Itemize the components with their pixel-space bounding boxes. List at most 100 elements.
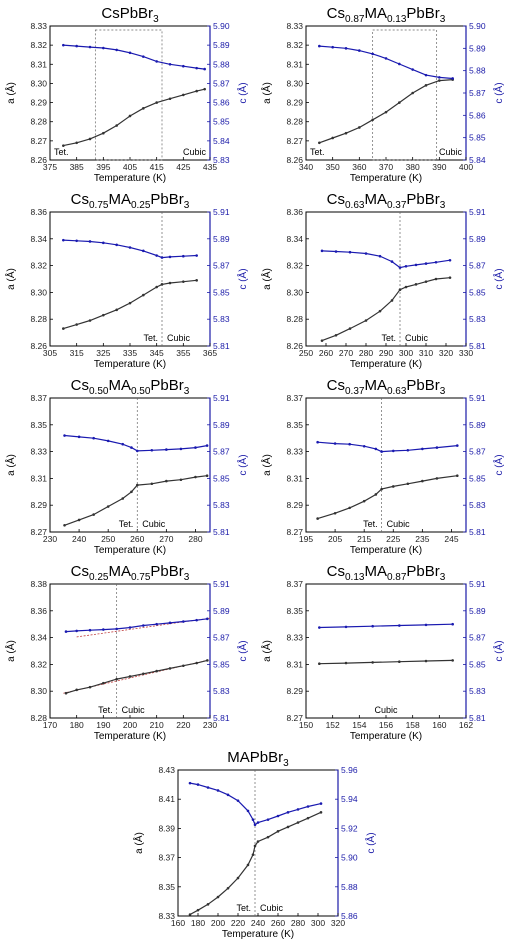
data-point-c	[142, 624, 145, 627]
data-point-a	[205, 474, 209, 478]
y-right-axis-label: c (Å)	[236, 82, 249, 103]
chart-svg: Cs0.87MA0.13PbBr3 340 350 360 370 380 390 400 8.…	[260, 5, 505, 184]
title-part: PbBr	[406, 5, 439, 22]
data-point-c	[195, 618, 198, 622]
chart-svg: Cs0.37MA0.63PbBr3 195 205 215 225 235 245 8.27 8…	[260, 377, 505, 556]
chart-panel: CsPbBr3 375 385 395 405 415 425 435 8.26 8.27 8.28…	[0, 0, 256, 186]
data-point-a	[155, 669, 158, 673]
x-tick-label: 280	[291, 918, 305, 928]
data-point-c	[414, 263, 418, 267]
series-line-c	[63, 44, 205, 70]
data-point-a	[115, 124, 118, 127]
data-point-a	[88, 319, 92, 322]
data-point-a	[320, 339, 324, 342]
data-point-c	[316, 440, 319, 444]
phase-label-cubic: Cubic	[439, 147, 463, 157]
y-left-tick-label: 8.32	[286, 261, 303, 271]
data-point-a	[121, 497, 125, 500]
data-point-c	[179, 447, 183, 451]
title-subscript: 0.25	[89, 572, 109, 583]
y-right-tick-label: 5.89	[469, 234, 486, 244]
data-point-c	[434, 260, 438, 264]
data-point-c	[106, 439, 110, 443]
title-part: Cs	[71, 377, 89, 394]
y-left-tick-label: 8.33	[286, 447, 303, 457]
chart-panel: Cs0.13MA0.87PbBr3 150 152 154 156 158 160 162 8.…	[256, 558, 512, 744]
data-point-a	[182, 664, 185, 668]
data-point-c	[165, 448, 168, 451]
data-point-c	[424, 623, 428, 627]
data-point-a	[216, 895, 220, 899]
data-point-a	[306, 816, 310, 820]
y-left-tick-label: 8.33	[286, 633, 303, 643]
x-tick-label: 435	[203, 162, 217, 172]
y-left-tick-label: 8.43	[158, 765, 175, 775]
y-left-tick-label: 8.36	[286, 207, 303, 217]
x-tick-label: 405	[123, 162, 137, 172]
x-axis-label: Temperature (K)	[350, 173, 422, 184]
y-left-tick-label: 8.37	[286, 393, 303, 403]
x-tick-label: 380	[406, 162, 420, 172]
y-left-tick-label: 8.27	[30, 136, 47, 146]
data-point-a	[106, 505, 110, 508]
data-point-a	[128, 675, 132, 678]
y-left-tick-label: 8.31	[30, 59, 47, 69]
y-left-tick-label: 8.39	[158, 823, 175, 833]
data-point-a	[115, 308, 118, 312]
y-left-tick-label: 8.27	[286, 527, 303, 537]
data-point-c	[455, 444, 459, 447]
y-left-tick-label: 8.28	[30, 713, 47, 723]
series-line-a	[65, 659, 208, 694]
data-point-c	[203, 67, 206, 71]
title-part: Cs	[71, 563, 89, 580]
y-right-tick-label: 5.83	[469, 314, 486, 324]
title-part: Cs	[327, 191, 345, 208]
x-axis-label: Temperature (K)	[350, 545, 422, 556]
x-tick-label: 240	[251, 918, 265, 928]
phase-label-cubic: Cubic	[374, 705, 398, 715]
y-right-tick-label: 5.89	[469, 606, 486, 616]
title-part: MA	[364, 377, 387, 394]
data-point-c	[435, 446, 439, 449]
data-point-a	[438, 79, 441, 82]
data-point-c	[62, 43, 65, 47]
y-left-tick-label: 8.35	[286, 420, 303, 430]
title-part: MA	[108, 563, 131, 580]
data-point-c	[358, 49, 361, 52]
data-point-c	[348, 442, 351, 446]
y-left-tick-label: 8.29	[286, 686, 303, 696]
data-point-c	[115, 627, 118, 631]
y-left-tick-label: 8.34	[30, 234, 47, 244]
data-point-c	[404, 264, 408, 268]
y-right-tick-label: 5.87	[213, 261, 230, 271]
y-left-tick-label: 8.30	[30, 686, 47, 696]
y-left-tick-label: 8.32	[30, 40, 47, 50]
x-tick-label: 160	[171, 918, 185, 928]
data-point-a	[390, 299, 394, 302]
data-point-a	[142, 672, 145, 676]
data-point-a	[165, 479, 168, 483]
transition-box	[372, 29, 438, 161]
x-tick-label: 365	[203, 348, 217, 358]
y-right-tick-label: 5.85	[469, 659, 486, 669]
data-point-c	[398, 624, 401, 627]
data-point-a	[115, 677, 118, 681]
data-point-c	[194, 446, 197, 449]
data-point-a	[188, 913, 192, 916]
chart-title: Cs0.75MA0.25PbBr3	[71, 191, 190, 211]
title-part: PbBr	[406, 563, 439, 580]
data-point-a	[246, 863, 250, 867]
data-point-c	[75, 44, 78, 48]
data-point-c	[182, 254, 185, 258]
chart-panel: Cs0.75MA0.25PbBr3 305 315 325 335 345 355 365 8.…	[0, 186, 256, 372]
y-right-tick-label: 5.87	[213, 447, 230, 457]
data-point-a	[135, 483, 139, 487]
y-left-tick-label: 8.27	[286, 713, 303, 723]
y-left-tick-label: 8.26	[286, 155, 303, 165]
data-point-c	[130, 446, 133, 449]
y-left-tick-label: 8.26	[30, 155, 47, 165]
series-line-c	[63, 239, 197, 259]
title-part: MA	[108, 377, 131, 394]
series-line-c	[64, 434, 208, 452]
data-point-c	[406, 448, 410, 452]
